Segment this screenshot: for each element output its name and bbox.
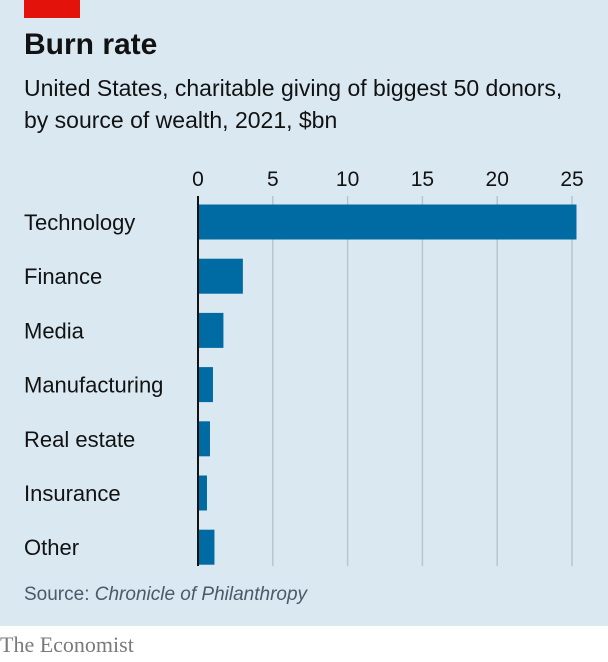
source-name: Chronicle of Philanthropy xyxy=(94,584,308,605)
category-label: Other xyxy=(24,535,79,560)
x-tick-label: 0 xyxy=(192,168,204,191)
x-tick-label: 10 xyxy=(336,168,359,191)
bar-media xyxy=(198,312,224,348)
chart-subtitle: United States, charitable giving of bigg… xyxy=(24,75,563,133)
x-tick-label: 15 xyxy=(411,168,434,191)
category-label: Finance xyxy=(24,264,102,289)
bar-insurance xyxy=(198,475,207,511)
gridlines xyxy=(272,196,573,566)
chart-panel xyxy=(0,0,608,626)
bar-manufacturing xyxy=(198,367,213,403)
category-label: Real estate xyxy=(24,427,135,452)
source-label: Source: xyxy=(24,584,95,605)
category-label: Media xyxy=(24,318,85,343)
bar-finance xyxy=(198,258,243,294)
bar-technology xyxy=(198,204,577,240)
source-note: Source: Chronicle of Philanthropy xyxy=(24,584,307,606)
bars xyxy=(198,204,577,565)
category-label: Manufacturing xyxy=(24,373,163,398)
category-label: Technology xyxy=(24,210,135,235)
bar-chart: 0 5 10 15 20 25 Technology Finance Media Manufac… xyxy=(24,168,584,566)
x-tick-label: 20 xyxy=(486,168,509,191)
x-tick-labels: 0 5 10 15 20 25 xyxy=(192,168,584,191)
bar-other xyxy=(198,529,215,565)
x-tick-label: 5 xyxy=(267,168,279,191)
chart-title: Burn rate xyxy=(24,28,158,61)
brand-tag xyxy=(24,0,80,18)
bar-real-estate xyxy=(198,421,210,457)
publisher-logo: The Economist xyxy=(0,632,134,657)
category-labels: Technology Finance Media Manufacturing Real … xyxy=(24,210,163,560)
category-label: Insurance xyxy=(24,481,121,506)
x-tick-label: 25 xyxy=(560,168,583,191)
